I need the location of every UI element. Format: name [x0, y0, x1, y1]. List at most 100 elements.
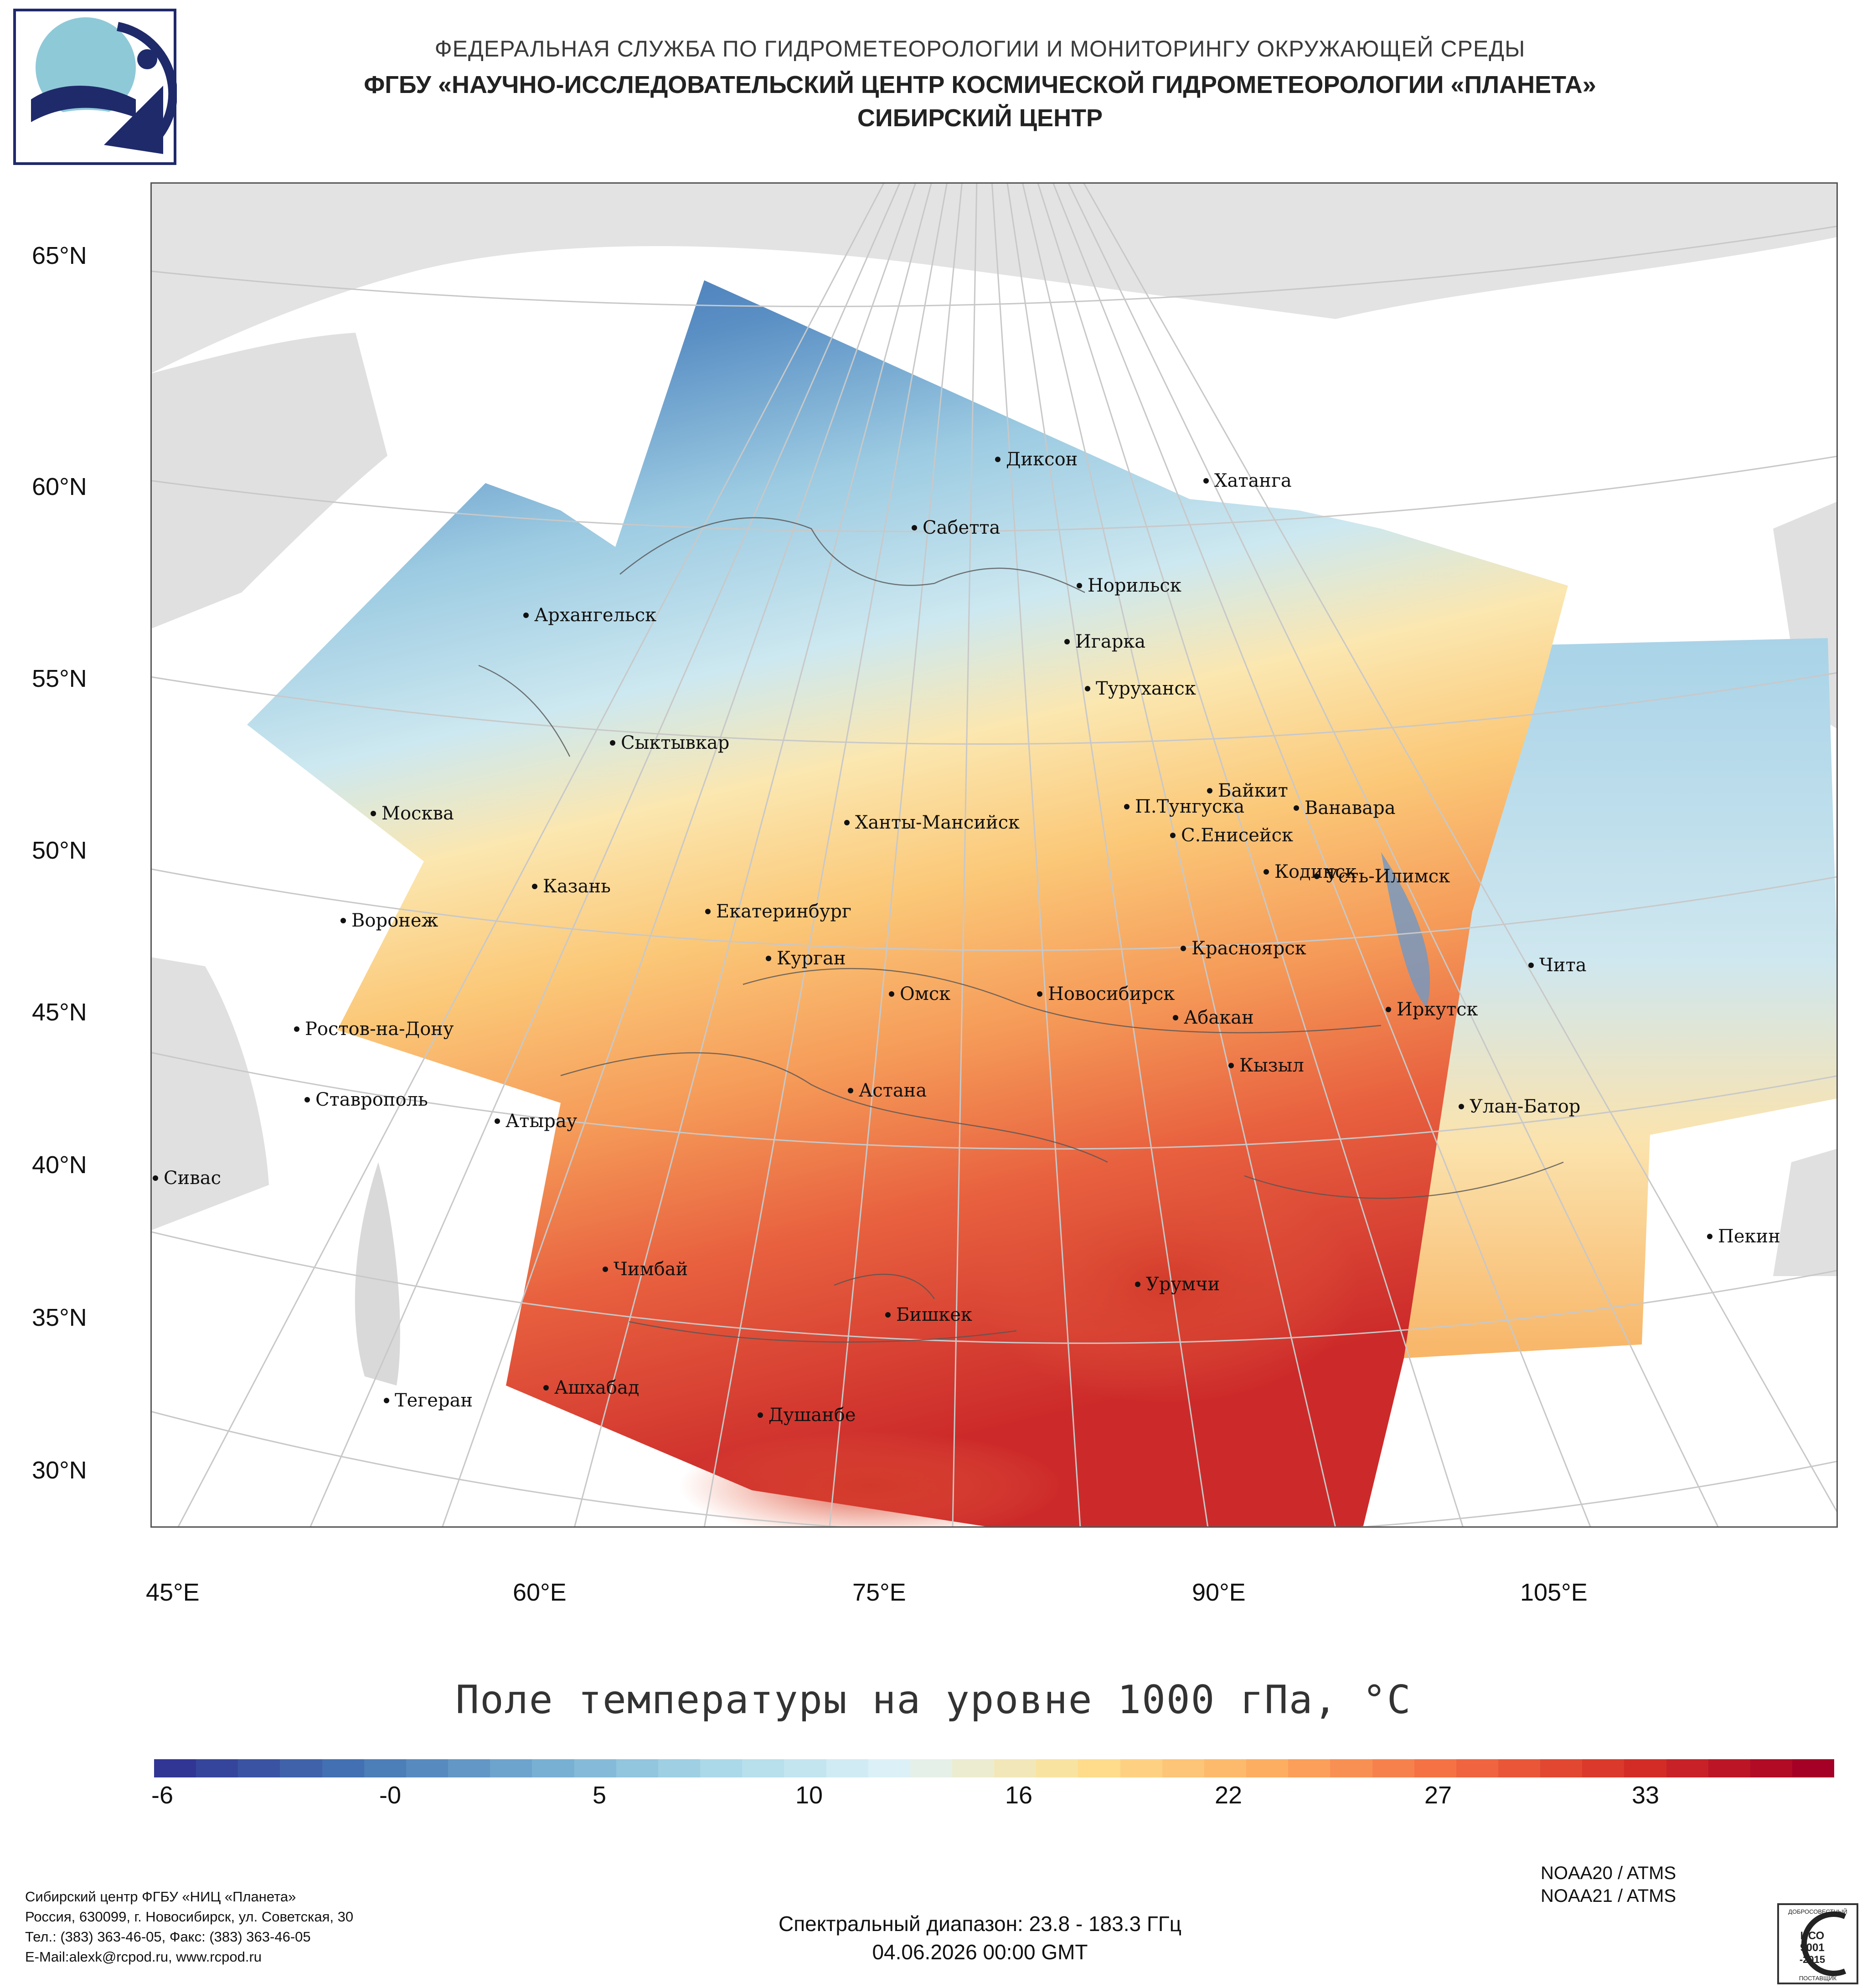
colorbar-label: 5	[593, 1782, 607, 1809]
colorbar-segment	[1498, 1759, 1541, 1777]
city-name: Кызыл	[1239, 1055, 1304, 1076]
city-name: Астана	[859, 1080, 927, 1101]
org-name: Сибирский центр ФГБУ «НИЦ «Планета»	[25, 1889, 296, 1905]
city-name: Чимбай	[614, 1259, 688, 1280]
colorbar-segment	[154, 1759, 196, 1777]
city-name: Сыктывкар	[621, 732, 730, 753]
city-marker: Норильск	[1077, 575, 1181, 596]
organization-contacts: Сибирский центр ФГБУ «НИЦ «Планета» Росс…	[25, 1887, 353, 1967]
city-marker: Москва	[371, 803, 454, 824]
city-name: Байкит	[1218, 780, 1288, 801]
lon-label-105: 105°E	[1520, 1579, 1588, 1606]
city-dot-icon	[1170, 833, 1176, 838]
city-marker: С.Енисейск	[1170, 825, 1293, 846]
colorbar-segment	[826, 1759, 868, 1777]
city-name: Усть-Илимск	[1325, 866, 1450, 887]
city-name: Диксон	[1006, 449, 1078, 470]
city-name: Ставрополь	[315, 1089, 428, 1110]
city-name: Бишкек	[896, 1304, 972, 1325]
city-name: Душанбе	[768, 1405, 856, 1426]
colorbar-segment	[1666, 1759, 1708, 1777]
header-agency: ФЕДЕРАЛЬНАЯ СЛУЖБА ПО ГИДРОМЕТЕОРОЛОГИИ …	[434, 36, 1526, 62]
colorbar-segment	[448, 1759, 490, 1777]
lon-label-60: 60°E	[513, 1579, 567, 1606]
city-name: Сивас	[164, 1168, 222, 1189]
city-marker: Чимбай	[603, 1259, 688, 1280]
city-dot-icon	[766, 956, 771, 961]
colorbar-segment	[784, 1759, 826, 1777]
city-marker: Сабетта	[912, 517, 1000, 538]
city-dot-icon	[885, 1312, 891, 1318]
city-name: Архангельск	[534, 605, 657, 626]
lat-label-65: 65°N	[32, 242, 87, 269]
observation-datetime: 04.06.2026 00:00 GMT	[872, 1940, 1088, 1964]
colorbar-segment	[1204, 1759, 1247, 1777]
spectral-range: Спектральный диапазон: 23.8 - 183.3 ГГц	[778, 1912, 1182, 1936]
colorbar-segment	[280, 1759, 322, 1777]
city-dot-icon	[1037, 991, 1042, 997]
iso-number: 9001	[1800, 1942, 1824, 1954]
lon-label-90: 90°E	[1192, 1579, 1246, 1606]
lon-label-75: 75°E	[852, 1579, 906, 1606]
city-dot-icon	[848, 1088, 853, 1093]
city-name: С.Енисейск	[1181, 825, 1293, 846]
city-dot-icon	[371, 811, 376, 816]
city-marker: Ханты-Мансийск	[844, 812, 1020, 833]
satellite-1: NOAA20 / ATMS	[1541, 1863, 1676, 1883]
city-dot-icon	[1173, 1015, 1178, 1020]
chart-title: Поле температуры на уровне 1000 гПа, °C	[455, 1677, 1412, 1723]
city-dot-icon	[1064, 639, 1070, 644]
city-name: Екатеринбург	[716, 901, 851, 922]
city-dot-icon	[1707, 1234, 1712, 1239]
header-center: СИБИРСКИЙ ЦЕНТР	[857, 104, 1103, 132]
city-dot-icon	[532, 884, 537, 889]
city-dot-icon	[523, 613, 529, 618]
city-marker: Туруханск	[1085, 678, 1196, 699]
city-dot-icon	[758, 1412, 763, 1418]
colorbar-segment	[1246, 1759, 1289, 1777]
city-marker: Кызыл	[1228, 1055, 1304, 1076]
colorbar-label: -6	[151, 1782, 174, 1809]
city-marker: Чита	[1528, 955, 1587, 976]
city-dot-icon	[1528, 963, 1534, 968]
city-name: Ашхабад	[554, 1377, 640, 1398]
lat-label-40: 40°N	[32, 1151, 87, 1179]
colorbar-segment	[1708, 1759, 1750, 1777]
iso-year: -2015	[1800, 1954, 1825, 1965]
city-name: Пекин	[1718, 1226, 1780, 1247]
city-name: Иркутск	[1397, 999, 1478, 1020]
city-dot-icon	[1314, 874, 1320, 879]
lat-label-35: 35°N	[32, 1304, 87, 1331]
colorbar-label: 16	[1005, 1782, 1033, 1809]
city-dot-icon	[1386, 1007, 1391, 1012]
colorbar-segment	[1582, 1759, 1625, 1777]
colorbar-segment	[322, 1759, 364, 1777]
city-name: Ростов-на-Дону	[305, 1019, 454, 1040]
city-marker: Екатеринбург	[705, 901, 851, 922]
colorbar-segment	[868, 1759, 910, 1777]
lat-label-30: 30°N	[32, 1457, 87, 1484]
city-dot-icon	[543, 1385, 549, 1391]
city-marker: Бишкек	[885, 1304, 972, 1325]
city-dot-icon	[889, 991, 894, 997]
colorbar-segment	[616, 1759, 658, 1777]
lon-label-45: 45°E	[146, 1579, 200, 1606]
org-address: Россия, 630099, г. Новосибирск, ул. Сове…	[25, 1909, 354, 1925]
city-name: Казань	[543, 876, 611, 897]
city-marker: Новосибирск	[1037, 984, 1175, 1004]
colorbar-segment	[406, 1759, 449, 1777]
colorbar-segment	[238, 1759, 280, 1777]
city-dot-icon	[603, 1267, 608, 1272]
city-dot-icon	[1294, 805, 1299, 811]
city-name: Норильск	[1088, 575, 1181, 596]
colorbar-segment	[574, 1759, 616, 1777]
colorbar-segment	[1750, 1759, 1793, 1777]
city-marker: Усть-Илимск	[1314, 866, 1450, 887]
city-marker: Пекин	[1707, 1226, 1780, 1247]
city-name: Москва	[382, 803, 454, 824]
city-name: Воронеж	[351, 910, 438, 931]
planeta-logo-icon	[13, 9, 177, 165]
colorbar-label: 10	[795, 1782, 823, 1809]
colorbar-label: -0	[379, 1782, 402, 1809]
city-marker: Курган	[766, 948, 846, 969]
